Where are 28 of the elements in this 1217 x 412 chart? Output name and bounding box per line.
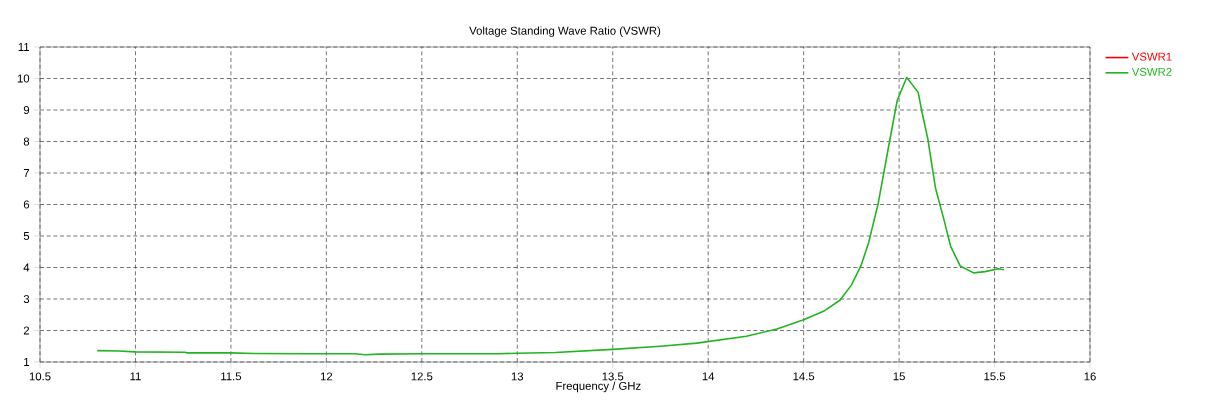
x-tick-label: 14	[702, 372, 715, 381]
y-tick-label: 1	[24, 358, 30, 366]
y-tick-label: 5	[23, 232, 30, 240]
y-tick-label: 8	[23, 137, 30, 146]
x-tick-label: 15	[893, 372, 905, 381]
x-tick-label: 13	[511, 372, 524, 381]
y-tick-label: 3	[23, 295, 30, 304]
x-tick-label: 14.5	[793, 372, 815, 381]
x-tick-label: 13.5	[602, 372, 624, 381]
y-tick-label: 2	[23, 326, 30, 335]
y-tick-label: 11	[18, 43, 30, 51]
x-tick-label: 12.5	[411, 372, 433, 381]
x-tick-label: 10.5	[29, 372, 51, 381]
y-tick-label: 9	[23, 106, 30, 115]
x-tick-label: 11	[130, 372, 141, 381]
chart-title: Voltage Standing Wave Ratio (VSWR)	[469, 26, 661, 37]
line-series	[96, 76, 1005, 356]
y-tick-label: 10	[17, 74, 30, 83]
y-tick-label: 7	[23, 169, 30, 177]
x-tick-label: 16	[1084, 372, 1096, 381]
x-tick-label: 12	[320, 372, 333, 381]
x-tick-label: 15.5	[984, 372, 1006, 381]
x-axis-title: Frequency / GHz	[556, 381, 641, 393]
y-tick-label: 4	[23, 263, 30, 272]
x-tick-label: 11.5	[221, 372, 242, 381]
legend-label: VSWR1	[1131, 52, 1172, 61]
y-tick-label: 6	[23, 200, 30, 209]
legend-label: VSWR2	[1131, 67, 1172, 76]
